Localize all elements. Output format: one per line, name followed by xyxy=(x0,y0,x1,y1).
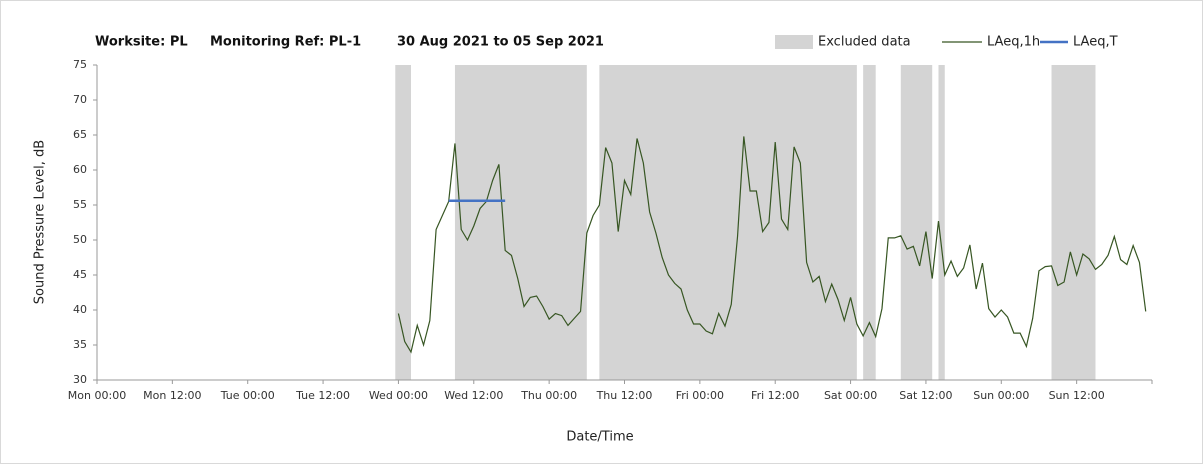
chart-title: Worksite: PL xyxy=(95,35,188,50)
legend-swatch xyxy=(775,35,813,49)
legend-label: Excluded data xyxy=(818,35,911,50)
x-tick-label: Fri 12:00 xyxy=(751,389,799,402)
x-tick-label: Fri 00:00 xyxy=(676,389,724,402)
y-tick-label: 60 xyxy=(73,163,87,176)
y-tick-label: 50 xyxy=(73,233,87,246)
x-tick-label: Sun 12:00 xyxy=(1049,389,1105,402)
series-line xyxy=(397,136,1147,354)
x-tick-label: Sat 12:00 xyxy=(899,389,952,402)
excluded-band xyxy=(938,65,945,380)
chart-title: 30 Aug 2021 to 05 Sep 2021 xyxy=(397,35,604,50)
y-tick-label: 65 xyxy=(73,128,87,141)
x-tick-label: Tue 12:00 xyxy=(295,389,350,402)
excluded-band xyxy=(599,65,857,380)
legend-label: LAeq,T xyxy=(1073,35,1118,50)
y-tick-label: 30 xyxy=(73,373,87,386)
x-tick-label: Tue 00:00 xyxy=(220,389,275,402)
y-tick-label: 35 xyxy=(73,338,87,351)
x-tick-label: Sat 00:00 xyxy=(824,389,877,402)
excluded-band xyxy=(1051,65,1096,380)
y-tick-label: 45 xyxy=(73,268,87,281)
excluded-band xyxy=(900,65,933,380)
y-axis-label: Sound Pressure Level, dB xyxy=(33,140,48,304)
y-tick-label: 55 xyxy=(73,198,87,211)
excluded-band xyxy=(863,65,876,380)
legend-label: LAeq,1h xyxy=(987,35,1040,50)
x-tick-label: Thu 12:00 xyxy=(596,389,653,402)
x-tick-label: Wed 00:00 xyxy=(369,389,428,402)
x-tick-label: Mon 12:00 xyxy=(143,389,201,402)
y-tick-label: 70 xyxy=(73,93,87,106)
excluded-band xyxy=(395,65,411,380)
y-tick-label: 40 xyxy=(73,303,87,316)
x-axis-label: Date/Time xyxy=(566,430,633,445)
y-tick-label: 75 xyxy=(73,58,87,71)
excluded-band xyxy=(454,65,587,380)
x-tick-label: Mon 00:00 xyxy=(68,389,126,402)
x-tick-label: Wed 12:00 xyxy=(444,389,503,402)
x-tick-label: Thu 00:00 xyxy=(520,389,577,402)
x-tick-label: Sun 00:00 xyxy=(973,389,1029,402)
chart-title: Monitoring Ref: PL-1 xyxy=(210,35,361,50)
